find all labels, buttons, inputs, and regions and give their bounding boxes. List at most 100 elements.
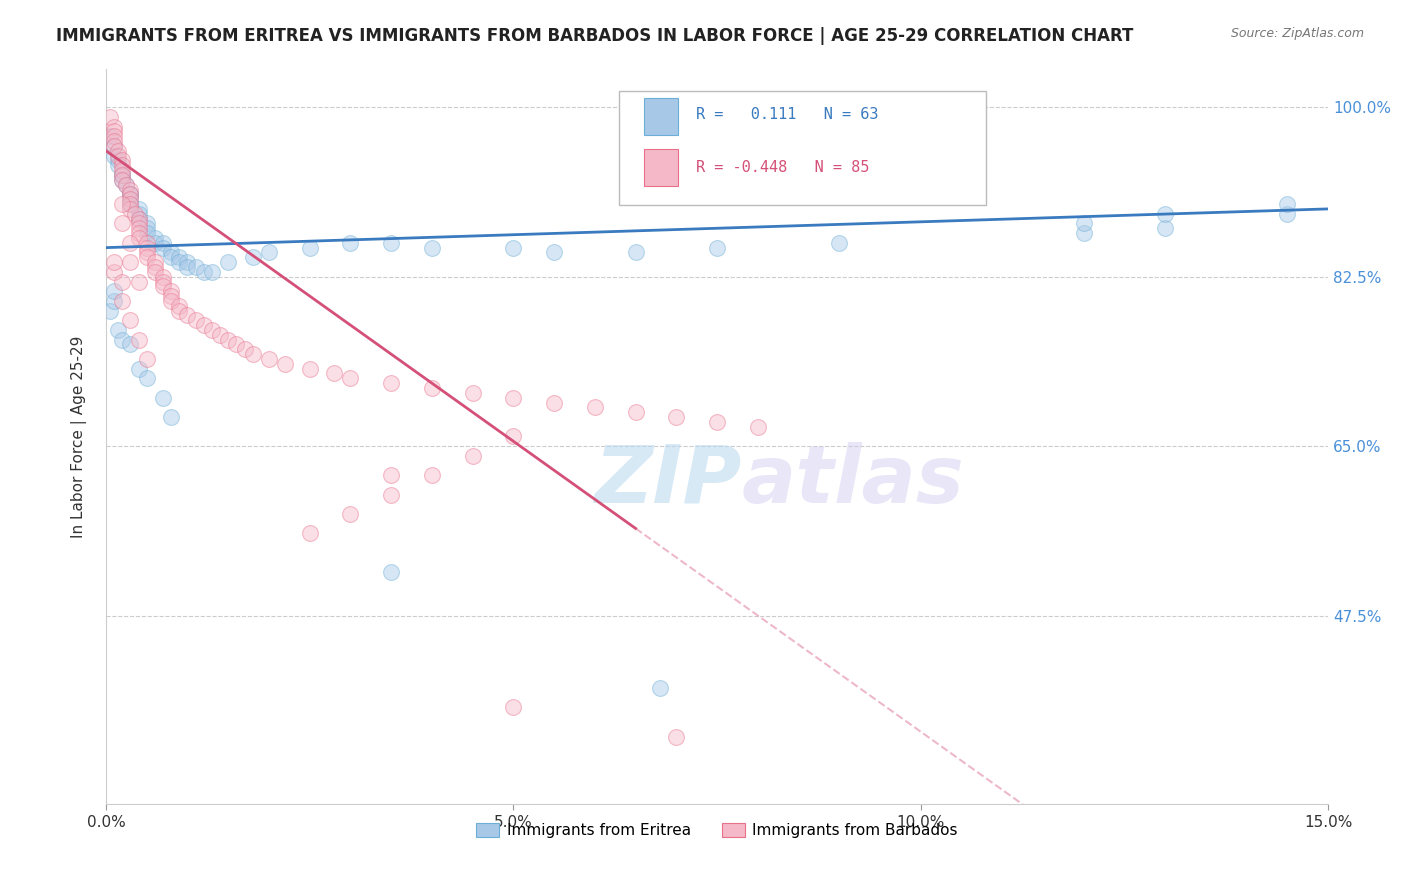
Point: [152, 275, 174, 289]
Bar: [644, 150, 678, 186]
Point: [152, 279, 174, 293]
Point: [502, 391, 524, 405]
Text: IMMIGRANTS FROM ERITREA VS IMMIGRANTS FROM BARBADOS IN LABOR FORCE | AGE 25-29 C: IMMIGRANTS FROM ERITREA VS IMMIGRANTS FR…: [56, 27, 1133, 45]
Point: [169, 303, 191, 318]
Point: [111, 216, 134, 230]
Point: [176, 260, 198, 274]
Point: [583, 401, 606, 415]
Text: Source: ZipAtlas.com: Source: ZipAtlas.com: [1230, 27, 1364, 40]
Point: [120, 187, 142, 202]
Point: [135, 371, 157, 385]
Point: [135, 216, 157, 230]
Point: [1073, 216, 1095, 230]
Point: [107, 158, 129, 172]
Point: [706, 415, 728, 429]
Point: [339, 235, 361, 250]
Point: [648, 681, 671, 695]
Point: [111, 173, 134, 187]
Point: [257, 351, 280, 366]
Point: [380, 565, 402, 579]
Point: [665, 730, 688, 744]
Point: [339, 507, 361, 521]
Text: ZIP: ZIP: [595, 442, 741, 519]
Point: [128, 221, 150, 235]
Point: [665, 410, 688, 425]
Point: [103, 255, 125, 269]
Point: [160, 284, 183, 298]
Point: [543, 245, 565, 260]
Point: [143, 255, 166, 269]
Point: [160, 410, 183, 425]
Point: [120, 313, 142, 327]
Point: [193, 265, 215, 279]
Point: [461, 449, 484, 463]
Point: [120, 182, 142, 196]
Point: [128, 361, 150, 376]
Point: [103, 293, 125, 308]
Point: [201, 323, 224, 337]
Point: [135, 351, 157, 366]
Point: [323, 367, 346, 381]
Point: [120, 255, 142, 269]
Point: [103, 124, 125, 138]
Point: [201, 265, 224, 279]
Point: [502, 700, 524, 714]
Point: [1154, 221, 1177, 235]
Point: [103, 129, 125, 144]
Point: [103, 265, 125, 279]
Y-axis label: In Labor Force | Age 25-29: In Labor Force | Age 25-29: [72, 335, 87, 538]
Point: [107, 153, 129, 168]
Point: [120, 187, 142, 202]
Point: [169, 250, 191, 264]
Point: [380, 376, 402, 391]
Text: R =   0.111   N = 63: R = 0.111 N = 63: [696, 107, 879, 122]
Point: [103, 120, 125, 134]
Point: [120, 202, 142, 216]
Point: [420, 381, 443, 395]
Point: [103, 139, 125, 153]
Point: [111, 173, 134, 187]
Point: [160, 293, 183, 308]
Text: R = -0.448   N = 85: R = -0.448 N = 85: [696, 161, 870, 176]
Point: [339, 371, 361, 385]
Point: [193, 318, 215, 332]
Point: [152, 241, 174, 255]
Point: [502, 241, 524, 255]
Point: [160, 250, 183, 264]
Point: [103, 139, 125, 153]
Point: [242, 250, 264, 264]
Point: [128, 211, 150, 226]
Point: [111, 197, 134, 211]
Point: [103, 134, 125, 148]
Bar: [644, 98, 678, 135]
Point: [828, 235, 851, 250]
Point: [98, 129, 121, 144]
Point: [120, 337, 142, 351]
Point: [274, 357, 297, 371]
Point: [128, 207, 150, 221]
Point: [135, 221, 157, 235]
Point: [120, 197, 142, 211]
Point: [120, 235, 142, 250]
Point: [184, 313, 207, 327]
Point: [107, 323, 129, 337]
Point: [624, 245, 647, 260]
Point: [111, 158, 134, 172]
Point: [135, 226, 157, 240]
Point: [502, 429, 524, 443]
Point: [160, 245, 183, 260]
Point: [135, 235, 157, 250]
Point: [169, 299, 191, 313]
Point: [124, 207, 146, 221]
Point: [420, 468, 443, 483]
Point: [209, 327, 232, 342]
Point: [107, 148, 129, 162]
Point: [128, 226, 150, 240]
Point: [169, 255, 191, 269]
Point: [184, 260, 207, 274]
Point: [120, 197, 142, 211]
Point: [242, 347, 264, 361]
Point: [111, 168, 134, 182]
Point: [152, 235, 174, 250]
Point: [298, 361, 321, 376]
